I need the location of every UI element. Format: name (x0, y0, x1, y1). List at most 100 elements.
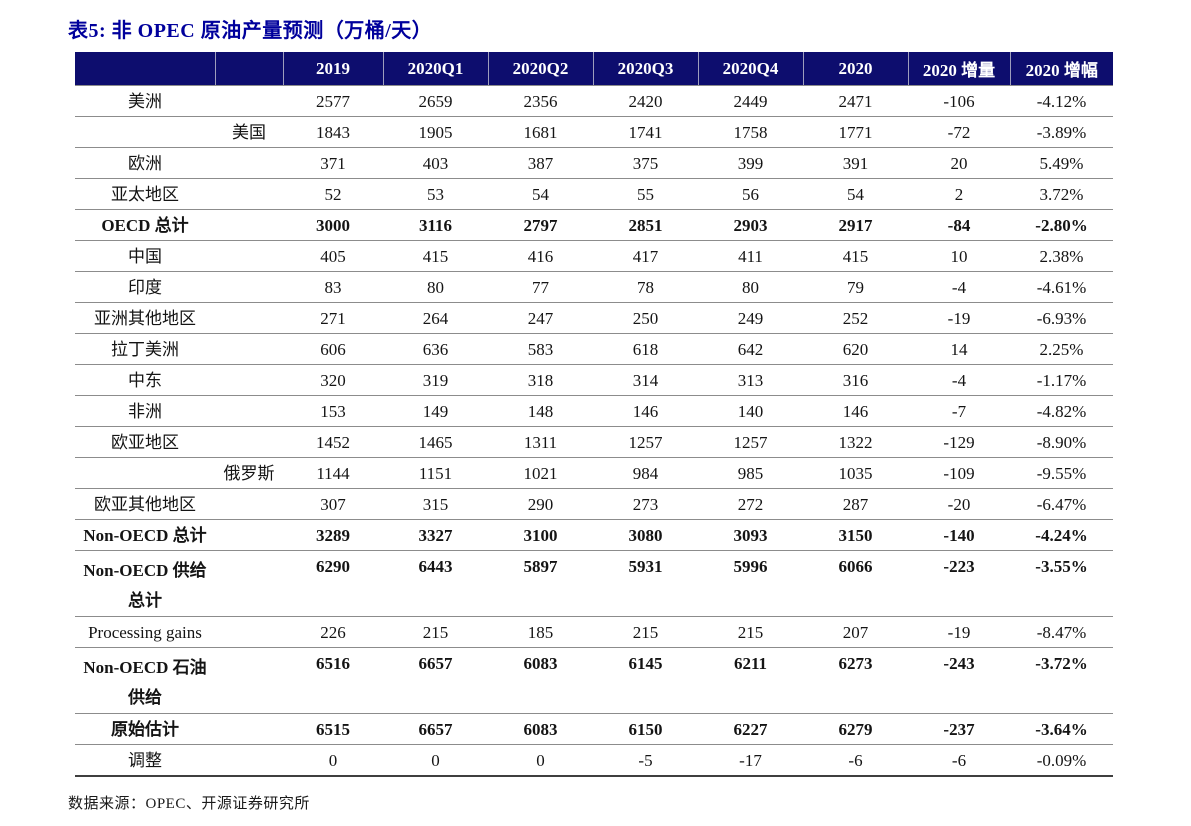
value-cell: -3.55% (1010, 550, 1113, 617)
column-header: 2020Q2 (488, 52, 594, 86)
region-label: 中国 (75, 240, 215, 272)
value-cell: 618 (593, 333, 698, 365)
value-cell: 5.49% (1010, 147, 1113, 179)
region-label: 欧亚地区 (75, 426, 215, 458)
value-cell: 371 (283, 147, 383, 179)
value-cell: 264 (383, 302, 488, 334)
region-label: 亚洲其他地区 (75, 302, 215, 334)
value-cell: 1741 (593, 116, 698, 148)
sub-region-label (215, 147, 283, 179)
region-label: 亚太地区 (75, 178, 215, 210)
table-row: 调整 0 0 0 -5 -17 -6 -6 -0.09% (75, 744, 1113, 777)
sub-region-label (215, 364, 283, 396)
value-cell: 78 (593, 271, 698, 303)
sub-region-label (215, 519, 283, 551)
value-cell: 10 (908, 240, 1010, 272)
value-cell: 2.25% (1010, 333, 1113, 365)
value-cell: 14 (908, 333, 1010, 365)
value-cell: 80 (698, 271, 803, 303)
value-cell: 148 (488, 395, 593, 427)
value-cell: -106 (908, 85, 1010, 117)
value-cell: 83 (283, 271, 383, 303)
value-cell: 642 (698, 333, 803, 365)
value-cell: 411 (698, 240, 803, 272)
value-cell: 272 (698, 488, 803, 520)
sub-region-label (215, 616, 283, 648)
value-cell: 1758 (698, 116, 803, 148)
value-cell: 5931 (593, 550, 698, 617)
value-cell: 2356 (488, 85, 593, 117)
table-row: 拉丁美洲 606 636 583 618 642 620 14 2.25% (75, 333, 1113, 365)
value-cell: 20 (908, 147, 1010, 179)
value-cell: 1771 (803, 116, 908, 148)
value-cell: 273 (593, 488, 698, 520)
value-cell: -3.64% (1010, 713, 1113, 745)
value-cell: 985 (698, 457, 803, 489)
value-cell: 3093 (698, 519, 803, 551)
value-cell: -4.82% (1010, 395, 1113, 427)
table-row: 中东 320 319 318 314 313 316 -4 -1.17% (75, 364, 1113, 396)
table-row: Processing gains 226 215 185 215 215 207 -19 -8.… (75, 616, 1113, 648)
value-cell: 2797 (488, 209, 593, 241)
region-label: Processing gains (75, 616, 215, 648)
region-label: 印度 (75, 271, 215, 303)
value-cell: 6150 (593, 713, 698, 745)
table-row: Non-OECD 供给 总计 6290 6443 5897 5931 5996 6066 -2… (75, 550, 1113, 617)
sub-region-label (215, 240, 283, 272)
value-cell: 6227 (698, 713, 803, 745)
value-cell: -20 (908, 488, 1010, 520)
forecast-table: 2019 2020Q1 2020Q2 2020Q3 2020Q4 2020 2020 增量 2… (75, 52, 1113, 777)
value-cell: -8.47% (1010, 616, 1113, 648)
table-row: 美国 1843 1905 1681 1741 1758 1771 -72 -3.89% (75, 116, 1113, 148)
value-cell: 6145 (593, 647, 698, 714)
table-row: 俄罗斯 1144 1151 1021 984 985 1035 -109 -9.55% (75, 457, 1113, 489)
value-cell: 3289 (283, 519, 383, 551)
value-cell: 149 (383, 395, 488, 427)
value-cell: 252 (803, 302, 908, 334)
sub-region-label (215, 395, 283, 427)
value-cell: 2471 (803, 85, 908, 117)
value-cell: -243 (908, 647, 1010, 714)
value-cell: -8.90% (1010, 426, 1113, 458)
value-cell: 3150 (803, 519, 908, 551)
value-cell: -4 (908, 364, 1010, 396)
value-cell: 287 (803, 488, 908, 520)
value-cell: 290 (488, 488, 593, 520)
value-cell: 403 (383, 147, 488, 179)
value-cell: 153 (283, 395, 383, 427)
value-cell: 375 (593, 147, 698, 179)
value-cell: 1843 (283, 116, 383, 148)
value-cell: -129 (908, 426, 1010, 458)
value-cell: -6 (803, 744, 908, 777)
value-cell: -4.24% (1010, 519, 1113, 551)
column-header: 2020 增量 (908, 52, 1011, 86)
value-cell: -109 (908, 457, 1010, 489)
column-header: 2020 (803, 52, 909, 86)
sub-region-label (215, 178, 283, 210)
value-cell: 636 (383, 333, 488, 365)
sub-region-label (215, 426, 283, 458)
value-cell: 391 (803, 147, 908, 179)
value-cell: -19 (908, 302, 1010, 334)
value-cell: 80 (383, 271, 488, 303)
column-header: 2019 (283, 52, 384, 86)
value-cell: -2.80% (1010, 209, 1113, 241)
table-title: 表5: 非 OPEC 原油产量预测（万桶/天） (68, 20, 433, 42)
value-cell: 2449 (698, 85, 803, 117)
region-label: 中东 (75, 364, 215, 396)
sub-region-label (215, 744, 283, 777)
region-label: OECD 总计 (75, 209, 215, 241)
value-cell: 249 (698, 302, 803, 334)
data-source-note: 数据来源：OPEC、开源证券研究所 (68, 795, 310, 812)
table-row: 原始估计 6515 6657 6083 6150 6227 6279 -237 -3.64% (75, 713, 1113, 745)
value-cell: -6.47% (1010, 488, 1113, 520)
value-cell: 6211 (698, 647, 803, 714)
sub-region-label (215, 713, 283, 745)
value-cell: 6066 (803, 550, 908, 617)
value-cell: 1151 (383, 457, 488, 489)
value-cell: 146 (593, 395, 698, 427)
value-cell: 54 (488, 178, 593, 210)
table-row: Non-OECD 总计 3289 3327 3100 3080 3093 3150 -140-… (75, 519, 1113, 551)
sub-region-label (215, 271, 283, 303)
header-region-blank (75, 52, 216, 86)
